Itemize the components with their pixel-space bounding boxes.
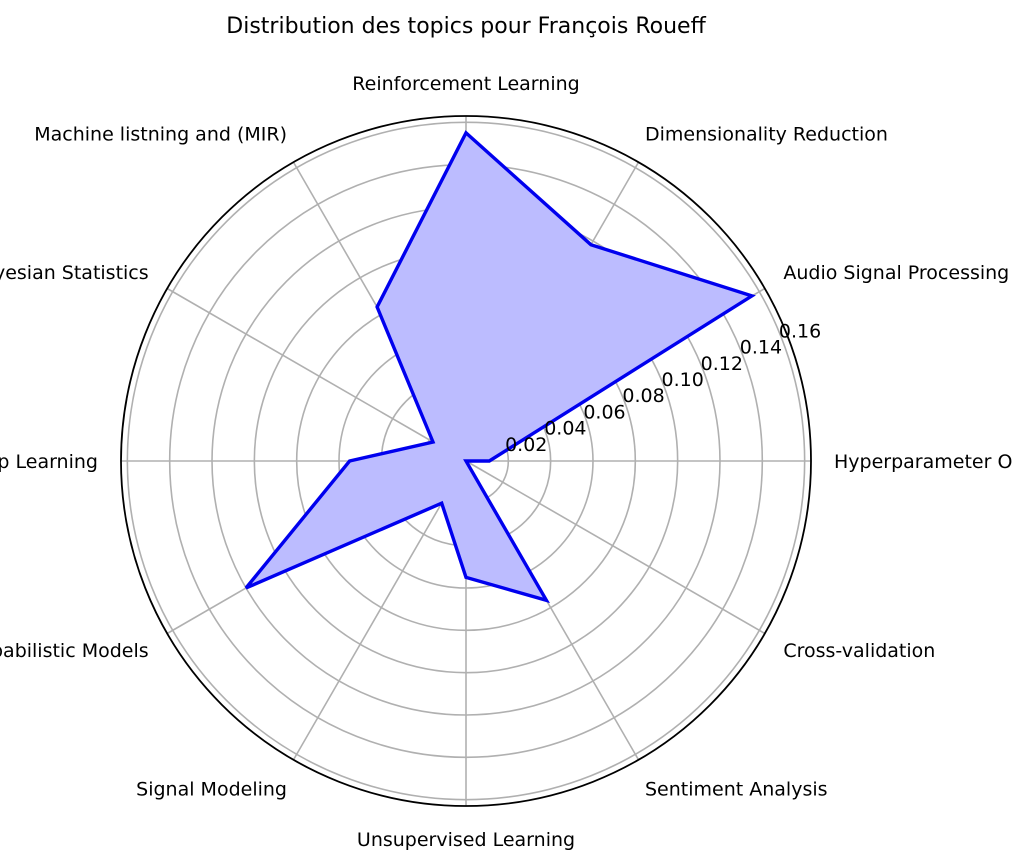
angular-gridline-11 (465, 460, 766, 635)
data-point-6 (349, 461, 350, 462)
data-point-2 (590, 244, 591, 245)
category-label-0: Hyperparameter Optimization (834, 451, 1013, 473)
category-label-4: Machine listning and (MIR) (34, 124, 287, 146)
data-point-1 (751, 295, 752, 296)
data-point-8 (441, 503, 442, 504)
series-line (244, 130, 756, 604)
category-label-6: Deep Learning (0, 451, 98, 473)
category-label-layer: Hyperparameter Optimization Audio Signal … (0, 73, 1013, 851)
tick-label-layer: 0.020.040.060.080.100.120.140.16 (505, 320, 821, 455)
data-point-3 (466, 132, 467, 133)
r-tick-label-0: 0.02 (505, 434, 547, 456)
data-point-7 (246, 587, 247, 588)
angular-gridline-5 (166, 287, 467, 462)
data-point-10 (546, 600, 547, 601)
data-point-0 (489, 461, 490, 462)
category-label-7: Probabilistic Models (0, 640, 149, 662)
category-label-11: Cross-validation (783, 640, 935, 662)
polar-frame (120, 115, 812, 807)
r-tick-label-2: 0.06 (583, 401, 625, 423)
r-tick-label-1: 0.04 (544, 418, 586, 440)
category-label-9: Unsupervised Learning (357, 829, 575, 851)
category-label-10: Sentiment Analysis (645, 778, 828, 800)
data-point-11 (466, 461, 467, 462)
r-tick-label-7: 0.16 (779, 320, 821, 342)
data-layer (244, 130, 756, 604)
chart-title: Distribution des topics pour François Ro… (226, 14, 706, 39)
angular-gridline-8 (292, 460, 467, 761)
category-label-1: Audio Signal Processing (783, 262, 1009, 284)
series-area (246, 132, 752, 601)
r-tick-label-5: 0.12 (701, 353, 743, 375)
r-tick-label-3: 0.08 (622, 385, 664, 407)
data-point-4 (377, 307, 378, 308)
category-label-5: Bayesian Statistics (0, 262, 149, 284)
r-tick-label-6: 0.14 (740, 337, 782, 359)
r-tick-label-4: 0.10 (662, 369, 704, 391)
data-point-9 (466, 577, 467, 578)
data-point-5 (433, 441, 434, 442)
category-label-2: Dimensionality Reduction (645, 124, 888, 146)
category-label-8: Signal Modeling (136, 778, 287, 800)
category-label-3: Reinforcement Learning (352, 73, 579, 95)
